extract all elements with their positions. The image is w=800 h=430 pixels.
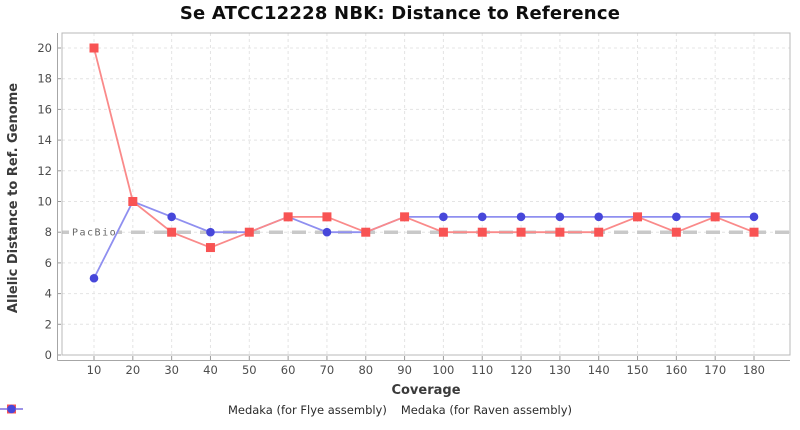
y-tick-label: 8 [45, 225, 52, 239]
data-point-marker [594, 227, 604, 237]
x-tick-label: 40 [203, 363, 218, 377]
x-tick-label: 120 [510, 363, 532, 377]
data-point-marker [477, 227, 487, 237]
y-tick-label: 12 [37, 164, 52, 178]
data-point-marker [89, 43, 99, 53]
data-point-marker [710, 212, 720, 222]
y-tick-label: 16 [37, 102, 52, 116]
y-tick-label: 18 [37, 72, 52, 86]
data-point-marker [283, 212, 293, 222]
legend-item: Medaka (for Flye assembly) [0, 403, 387, 417]
y-tick-label: 4 [45, 287, 52, 301]
x-tick-label: 130 [549, 363, 571, 377]
axes: 10 20 30 40 50 60 70 80 90 100 110 120 130 140 150 160 1… [37, 32, 791, 377]
data-point-marker [555, 212, 565, 222]
x-tick-label: 170 [704, 363, 726, 377]
x-tick-label: 70 [320, 363, 335, 377]
x-tick-label: 10 [87, 363, 102, 377]
data-point-marker [672, 212, 681, 222]
x-tick-label: 180 [743, 363, 765, 377]
y-tick-label: 10 [37, 195, 52, 209]
y-tick-label: 6 [45, 256, 52, 270]
data-point-marker [322, 212, 332, 222]
legend-swatch-circle [0, 404, 23, 414]
series-flye [89, 43, 759, 253]
data-point-marker [361, 227, 371, 237]
legend: Medaka (for Flye assembly) Medaka (for Ra… [0, 403, 800, 417]
data-point-marker [749, 227, 759, 237]
data-point-marker [516, 212, 526, 222]
y-tick-label: 20 [37, 41, 52, 55]
data-point-marker [555, 227, 565, 237]
data-point-marker [749, 212, 759, 222]
data-point-marker [167, 227, 177, 237]
x-tick-label: 50 [242, 363, 257, 377]
x-tick-label: 110 [471, 363, 493, 377]
x-tick-label: 140 [588, 363, 610, 377]
x-tick-label: 160 [665, 363, 687, 377]
x-tick-label: 30 [164, 363, 179, 377]
gridlines [62, 33, 790, 355]
legend-label: Medaka (for Raven assembly) [400, 403, 573, 417]
x-tick-label: 100 [432, 363, 454, 377]
data-point-marker [322, 227, 332, 237]
data-point-marker [89, 273, 99, 283]
data-point-marker [594, 212, 604, 222]
y-axis-label: Allelic Distance to Ref. Genome [6, 83, 21, 313]
x-tick-label: 150 [627, 363, 649, 377]
reference-line-label: PacBio [72, 228, 117, 239]
y-tick-label: 14 [37, 133, 52, 147]
chart-title: Se ATCC12228 NBK: Distance to Reference [179, 3, 621, 24]
reference-line: PacBio [62, 224, 790, 241]
data-point-marker [633, 212, 643, 222]
data-point-marker [439, 212, 448, 222]
x-tick-label: 90 [397, 363, 412, 377]
y-tick-label: 0 [45, 348, 52, 362]
data-point-marker [167, 212, 176, 222]
data-point-marker [206, 227, 215, 237]
x-tick-label: 80 [358, 363, 373, 377]
data-point-marker [244, 227, 254, 237]
y-tick-label: 2 [45, 317, 52, 331]
data-point-marker [516, 227, 526, 237]
data-point-marker [128, 197, 138, 206]
data-point-marker [205, 243, 215, 253]
x-axis-label: Coverage [391, 383, 460, 398]
legend-item: Medaka (for Raven assembly) [0, 403, 573, 417]
data-point-marker [438, 227, 448, 237]
legend-label: Medaka (for Flye assembly) [227, 403, 387, 417]
x-tick-label: 60 [281, 363, 296, 377]
data-point-marker [400, 212, 410, 222]
data-point-marker [477, 212, 487, 222]
x-tick-label: 20 [126, 363, 141, 377]
data-point-marker [671, 227, 681, 237]
